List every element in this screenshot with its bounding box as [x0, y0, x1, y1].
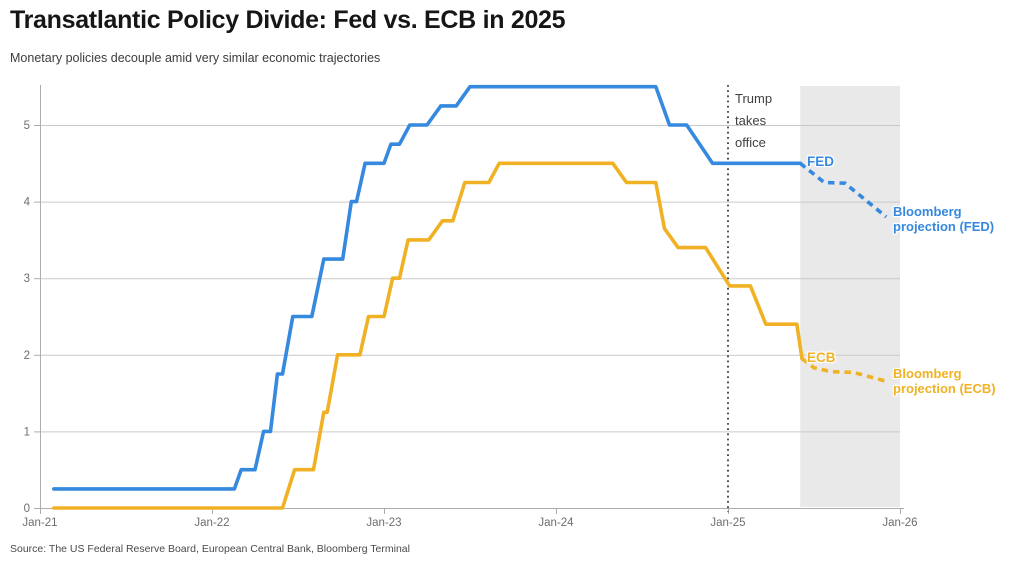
fed-projection-line: [799, 161, 888, 219]
page-subtitle: Monetary policies decouple amid very sim…: [10, 51, 381, 65]
y-tick-label: 2: [24, 350, 30, 362]
y-tick-label: 0: [24, 503, 30, 515]
fed-line-label: FED: [807, 154, 834, 169]
x-tick-label: Jan-25: [710, 517, 745, 529]
x-tick-label: Jan-21: [22, 517, 57, 529]
x-tick-label: Jan-22: [194, 517, 229, 529]
ecb-projection-label: Bloomberg projection (ECB): [893, 366, 996, 396]
projection-band: [800, 86, 900, 507]
event-annotation: Trump takes office: [735, 91, 773, 150]
y-tick-label: 1: [24, 426, 30, 438]
fed-rate-line: [51, 84, 803, 491]
x-tick-label: Jan-26: [882, 517, 917, 529]
ecb-rate-line: [51, 161, 804, 510]
y-tick-label: 4: [24, 197, 31, 209]
page-title: Transatlantic Policy Divide: Fed vs. ECB…: [10, 6, 566, 34]
y-tick-label: 5: [24, 120, 30, 132]
source-note: Source: The US Federal Reserve Board, Eu…: [10, 543, 410, 555]
x-tick-label: Jan-24: [538, 517, 574, 529]
ecb-line-label: ECB: [807, 350, 836, 365]
y-tick-label: 3: [24, 273, 30, 285]
fed-projection-label: Bloomberg projection (FED): [893, 204, 995, 234]
x-tick-label: Jan-23: [366, 517, 401, 529]
